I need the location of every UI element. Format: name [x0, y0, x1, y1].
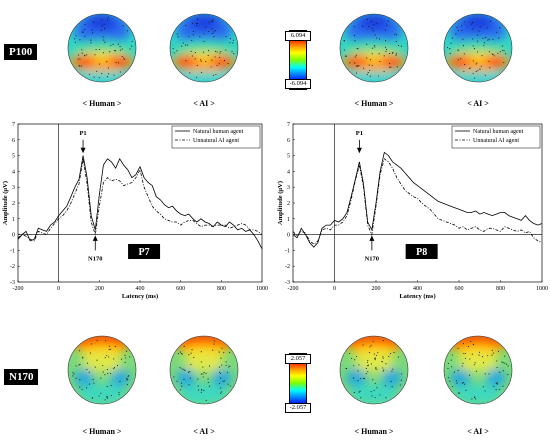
- y-tick-label: 5: [287, 154, 290, 160]
- y-tick-label: -2: [10, 264, 15, 270]
- y-tick-label: 0: [287, 233, 290, 239]
- x-tick-label: 0: [333, 286, 336, 292]
- p100-caption-human-left: < Human >: [82, 99, 122, 108]
- y-tick-label: -1: [285, 248, 290, 254]
- n170-caption-ai-right: < AI >: [467, 427, 489, 436]
- y-tick-label: -1: [10, 248, 15, 254]
- y-tick-label: 2: [12, 201, 15, 207]
- p100-topomap-ai-right: [443, 13, 513, 83]
- erp-chart-p7: -3 -2 -1 0 1 2 3 4 5 6 7 -200 0 200 400 600 800 1000 Laten…: [2, 122, 268, 300]
- n170-colorbar-min: -2.057: [285, 403, 311, 413]
- x-tick-label: 200: [95, 286, 104, 292]
- y-tick-label: 5: [12, 154, 15, 160]
- y-axis-label: Amplitude (μV): [2, 181, 9, 225]
- n170-row-label: N170: [4, 369, 39, 385]
- p100-topomap-human-right: [339, 13, 409, 83]
- y-tick-label: 6: [287, 138, 290, 144]
- x-tick-label: 600: [176, 286, 185, 292]
- y-tick-label: 3: [12, 185, 15, 191]
- n170-caption-human-right: < Human >: [354, 427, 394, 436]
- series-line-0: [292, 151, 543, 248]
- y-tick-label: 4: [12, 169, 15, 175]
- arrowhead-p1: [356, 147, 362, 154]
- electrode-badge: [405, 243, 438, 259]
- x-axis-label: Latency (ms): [122, 293, 158, 300]
- y-axis-label: Amplitude (μV): [277, 181, 284, 225]
- n170-caption-ai-left: < AI >: [193, 427, 215, 436]
- x-tick-label: 400: [136, 286, 145, 292]
- arrowhead-p1: [80, 147, 86, 154]
- series-line-0: [17, 155, 263, 249]
- p100-topomap-ai-left: [169, 13, 239, 83]
- y-tick-label: -3: [285, 280, 290, 286]
- x-tick-label: 800: [496, 286, 505, 292]
- y-tick-label: 3: [287, 185, 290, 191]
- arrowhead-n170: [369, 235, 375, 241]
- p100-topomap-human-left: [67, 13, 137, 83]
- y-tick-label: 7: [287, 122, 290, 128]
- y-tick-label: -2: [285, 264, 290, 270]
- x-tick-label: 200: [372, 286, 381, 292]
- x-tick-label: -200: [288, 286, 299, 292]
- series-line-1: [292, 158, 543, 245]
- x-axis-label: Latency (ms): [399, 293, 435, 300]
- p100-caption-human-right: < Human >: [354, 99, 394, 108]
- annotation-n170: N170: [365, 256, 379, 263]
- y-tick-label: 7: [12, 122, 15, 128]
- n170-topomap-ai-right: [443, 335, 513, 405]
- p100-colorbar-min: -6.094: [285, 79, 311, 89]
- x-tick-label: 600: [455, 286, 464, 292]
- series-line-1: [17, 158, 263, 242]
- electrode-badge: [128, 243, 161, 259]
- y-tick-label: 2: [287, 201, 290, 207]
- erp-chart-p8: -3 -2 -1 0 1 2 3 4 5 6 7 -200 0 200 400 600 800 1000 Laten…: [277, 122, 548, 300]
- p100-colorbar-max: 6.094: [285, 31, 311, 41]
- legend-entry: Natural human agent: [193, 129, 244, 135]
- y-tick-label: 6: [12, 138, 15, 144]
- annotation-n170: N170: [88, 256, 102, 263]
- legend-entry: Unnatural AI agent: [193, 138, 239, 144]
- n170-topomap-human-right: [339, 335, 409, 405]
- annotation-p1: P1: [356, 130, 363, 137]
- n170-topomap-ai-left: [169, 335, 239, 405]
- y-tick-label: 0: [12, 233, 15, 239]
- legend-entry: Unnatural AI agent: [473, 138, 519, 144]
- p100-row-label: P100: [4, 44, 38, 60]
- electrode-title: P7: [139, 247, 150, 258]
- annotation-p1: P1: [79, 130, 86, 137]
- legend-box: [171, 125, 261, 149]
- x-tick-label: 1000: [256, 286, 268, 292]
- p100-caption-ai-left: < AI >: [193, 99, 215, 108]
- x-tick-label: -200: [13, 286, 24, 292]
- n170-colorbar-max: 2.057: [285, 354, 311, 364]
- x-tick-label: 0: [57, 286, 60, 292]
- y-tick-label: -3: [10, 280, 15, 286]
- y-tick-label: 1: [287, 217, 290, 223]
- legend-entry: Natural human agent: [473, 129, 524, 135]
- x-tick-label: 800: [217, 286, 226, 292]
- y-tick-label: 1: [12, 217, 15, 223]
- x-tick-label: 1000: [536, 286, 548, 292]
- y-tick-label: 4: [287, 169, 290, 175]
- x-tick-label: 400: [413, 286, 422, 292]
- arrowhead-n170: [92, 235, 98, 241]
- p100-caption-ai-right: < AI >: [467, 99, 489, 108]
- n170-topomap-human-left: [67, 335, 137, 405]
- n170-caption-human-left: < Human >: [82, 427, 122, 436]
- legend-box: [451, 125, 541, 149]
- electrode-title: P8: [416, 247, 427, 258]
- p100-colorbar: [289, 30, 307, 90]
